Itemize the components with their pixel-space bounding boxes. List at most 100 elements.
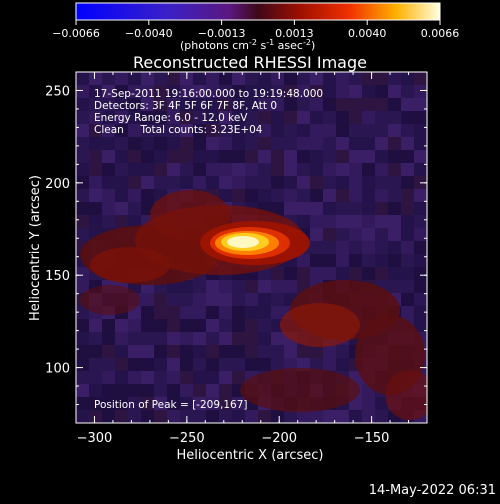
heatmap-cell bbox=[76, 150, 89, 163]
heatmap-cell bbox=[76, 345, 89, 358]
heatmap-cell bbox=[89, 384, 102, 397]
heatmap-cell bbox=[128, 384, 141, 397]
heatmap-cell bbox=[167, 397, 180, 410]
heatmap-cell bbox=[362, 176, 375, 189]
heatmap-cell bbox=[115, 72, 128, 85]
heatmap-cell bbox=[141, 371, 154, 384]
heatmap-cell bbox=[271, 111, 284, 124]
heatmap-cell bbox=[206, 85, 219, 98]
heatmap-cell bbox=[180, 332, 193, 345]
heatmap-cell bbox=[245, 72, 258, 85]
heatmap-cell bbox=[102, 319, 115, 332]
heatmap-cell bbox=[193, 332, 206, 345]
heatmap-cell bbox=[297, 215, 310, 228]
heatmap-cell bbox=[401, 267, 414, 280]
heatmap-cell bbox=[232, 306, 245, 319]
heatmap-cell bbox=[375, 163, 388, 176]
heatmap-cell bbox=[245, 189, 258, 202]
heatmap-cell bbox=[388, 72, 401, 85]
heatmap-cell bbox=[414, 137, 427, 150]
heatmap-cell bbox=[245, 306, 258, 319]
heatmap-cell bbox=[206, 280, 219, 293]
heatmap-cell bbox=[336, 215, 349, 228]
heatmap-cell bbox=[167, 72, 180, 85]
heatmap-cell bbox=[310, 85, 323, 98]
heatmap-cell bbox=[375, 111, 388, 124]
heatmap-cell bbox=[219, 306, 232, 319]
heatmap-cell bbox=[76, 85, 89, 98]
heatmap-cell bbox=[232, 124, 245, 137]
heatmap-cell bbox=[76, 124, 89, 137]
heatmap-cell bbox=[310, 202, 323, 215]
heatmap-cell bbox=[219, 124, 232, 137]
heatmap-cell bbox=[206, 371, 219, 384]
heatmap-cell bbox=[206, 332, 219, 345]
heatmap-cell bbox=[297, 72, 310, 85]
heatmap-cell bbox=[362, 189, 375, 202]
heatmap-cell bbox=[284, 85, 297, 98]
heatmap-cell bbox=[388, 202, 401, 215]
heatmap-cell bbox=[271, 176, 284, 189]
heatmap-cell bbox=[232, 345, 245, 358]
heatmap-cell bbox=[362, 202, 375, 215]
heatmap-cell bbox=[232, 189, 245, 202]
heatmap-cell bbox=[258, 163, 271, 176]
heatmap-cell bbox=[102, 358, 115, 371]
heatmap-cell bbox=[89, 137, 102, 150]
heatmap-cell bbox=[141, 163, 154, 176]
heatmap-cell bbox=[414, 254, 427, 267]
heatmap-cell bbox=[401, 280, 414, 293]
heatmap-cell bbox=[284, 163, 297, 176]
heatmap-cell bbox=[128, 371, 141, 384]
heatmap-cell bbox=[141, 358, 154, 371]
heatmap-cell bbox=[401, 111, 414, 124]
heatmap-cell bbox=[128, 202, 141, 215]
heatmap-cell bbox=[89, 345, 102, 358]
heatmap-cell bbox=[115, 215, 128, 228]
heatmap-cell bbox=[336, 72, 349, 85]
heatmap-cell bbox=[323, 358, 336, 371]
heatmap-cell bbox=[154, 137, 167, 150]
heatmap-cell bbox=[336, 241, 349, 254]
heatmap-cell bbox=[336, 228, 349, 241]
heatmap-cell bbox=[141, 111, 154, 124]
heatmap-cell bbox=[141, 384, 154, 397]
heatmap-cell bbox=[128, 332, 141, 345]
heatmap-cell bbox=[245, 98, 258, 111]
heatmap-cell bbox=[141, 397, 154, 410]
heatmap-cell bbox=[115, 163, 128, 176]
heatmap-cell bbox=[258, 293, 271, 306]
heatmap-cell bbox=[349, 98, 362, 111]
heatmap-cell bbox=[245, 85, 258, 98]
heatmap-cell bbox=[102, 124, 115, 137]
heatmap-cell bbox=[401, 189, 414, 202]
heatmap-cell bbox=[401, 202, 414, 215]
heatmap-cell bbox=[245, 124, 258, 137]
heatmap-cell bbox=[284, 137, 297, 150]
heatmap-cell bbox=[76, 384, 89, 397]
heatmap-cell bbox=[362, 150, 375, 163]
heatmap-cell bbox=[414, 150, 427, 163]
heatmap-cell bbox=[297, 163, 310, 176]
heatmap-cell bbox=[271, 189, 284, 202]
heatmap-cell bbox=[89, 85, 102, 98]
heatmap-cell bbox=[89, 176, 102, 189]
heatmap-cell bbox=[310, 176, 323, 189]
heatmap-cell bbox=[362, 267, 375, 280]
heatmap-cell bbox=[401, 306, 414, 319]
heatmap-cell bbox=[323, 72, 336, 85]
heatmap-cell bbox=[414, 241, 427, 254]
heatmap-cell bbox=[258, 137, 271, 150]
heatmap-cell bbox=[206, 150, 219, 163]
heatmap-cell bbox=[115, 150, 128, 163]
heatmap-cell bbox=[193, 319, 206, 332]
heatmap-cell bbox=[375, 202, 388, 215]
heatmap-cell bbox=[89, 410, 102, 423]
heatmap-cell bbox=[401, 215, 414, 228]
heatmap-cell bbox=[219, 98, 232, 111]
heatmap-cell bbox=[336, 150, 349, 163]
heatmap-cell bbox=[336, 163, 349, 176]
heatmap-cell bbox=[401, 72, 414, 85]
heatmap-cell bbox=[102, 384, 115, 397]
